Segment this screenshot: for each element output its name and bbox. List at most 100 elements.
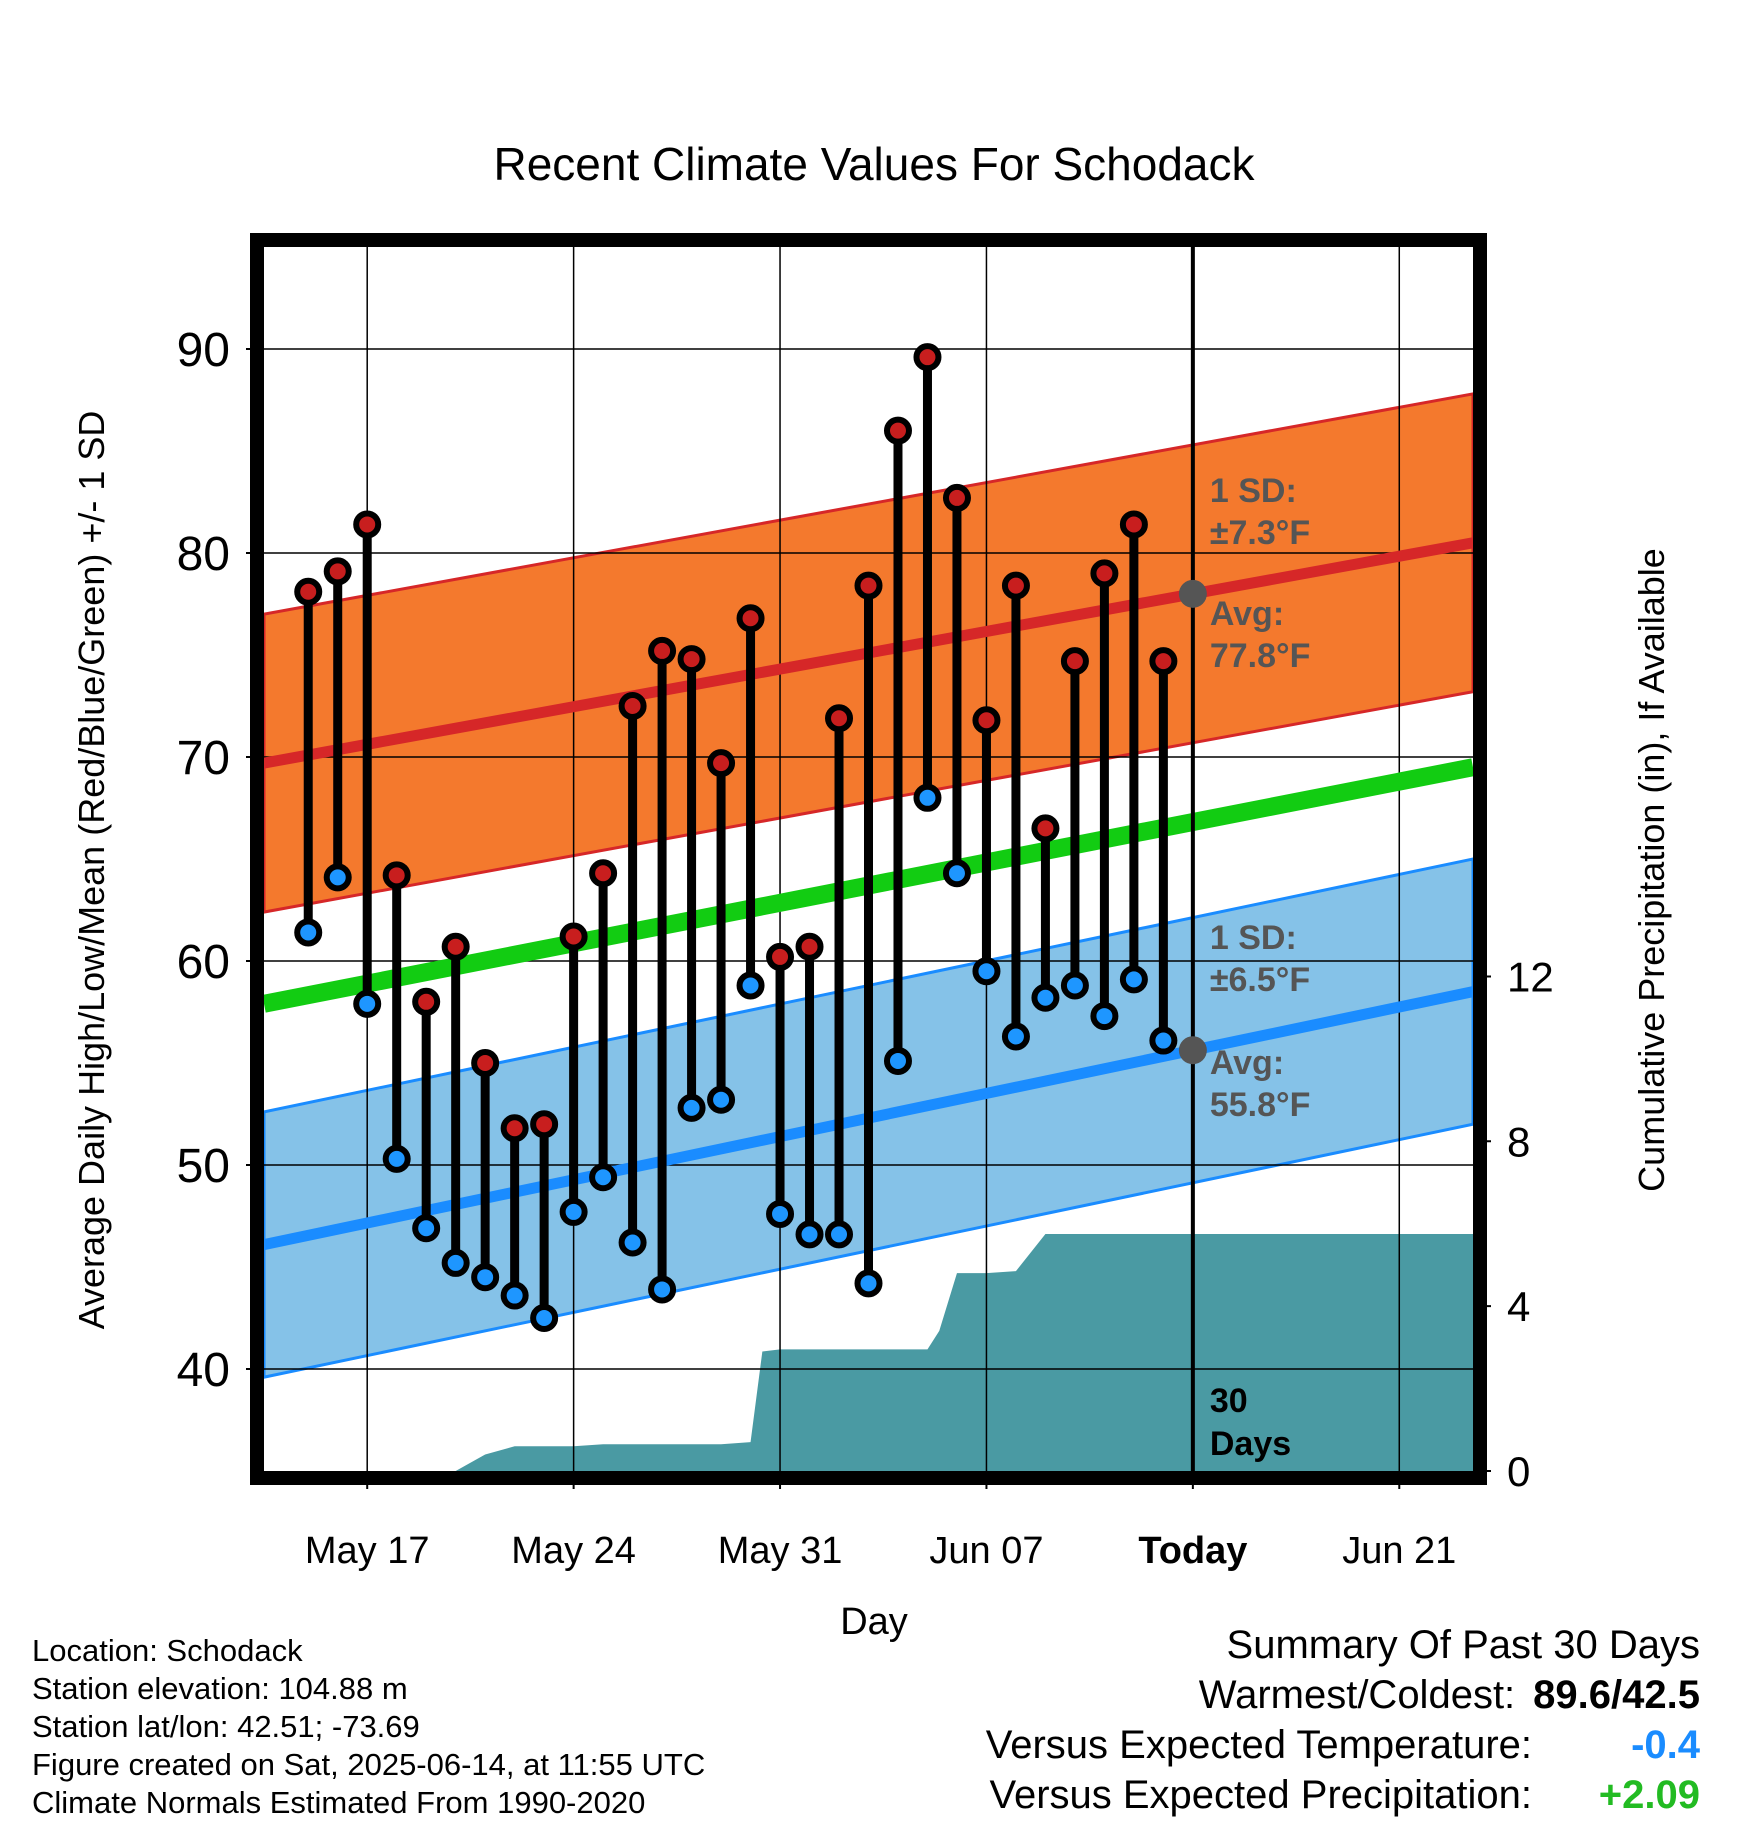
daily-range-9 [530, 1110, 559, 1332]
warmest-coldest-value: 89.6/42.5 [1533, 1673, 1700, 1717]
x-tick-label: May 31 [718, 1530, 843, 1572]
latlon-text: Station lat/lon: 42.51; -73.69 [32, 1709, 420, 1744]
daily-high-point [1149, 647, 1178, 676]
daily-low-point [500, 1281, 529, 1310]
daily-low-point [648, 1275, 677, 1304]
low-sd-value: ±6.5°F [1210, 961, 1310, 999]
precip-area [455, 1234, 1473, 1471]
daily-high-point [677, 645, 706, 674]
temp-anomaly-value: -0.4 [1631, 1723, 1700, 1767]
daily-range-26 [1031, 814, 1060, 1012]
daily-high-point [883, 416, 912, 445]
daily-high-point [589, 859, 618, 888]
daily-high-point [441, 932, 470, 961]
daily-low-point [677, 1093, 706, 1122]
daily-high-point [382, 861, 411, 890]
daily-low-point [353, 989, 382, 1018]
y-right-tick-label: 4 [1507, 1283, 1530, 1330]
days-unit-label: Days [1210, 1425, 1291, 1463]
daily-high-point [294, 577, 323, 606]
daily-range-21 [883, 416, 912, 1075]
x-axis-label: Day [840, 1601, 908, 1643]
daily-low-point [1119, 965, 1148, 994]
daily-low-point [854, 1269, 883, 1298]
daily-high-point [1060, 647, 1089, 676]
daily-low-point [441, 1248, 470, 1277]
daily-low-point [412, 1214, 441, 1243]
daily-low-point [766, 1199, 795, 1228]
daily-range-13 [648, 636, 677, 1304]
daily-range-29 [1119, 510, 1148, 994]
daily-range-23 [942, 483, 971, 888]
daily-range-18 [795, 932, 824, 1249]
daily-high-point [942, 483, 971, 512]
precip-anomaly-row: Versus Expected Precipitation: +2.09 [986, 1770, 1700, 1820]
annotations-layer: 1 SD: ±7.3°F Avg: 77.8°F 1 SD: ±6.5°F Avg: 55.8… [1210, 472, 1311, 1463]
daily-high-point [559, 922, 588, 951]
low-sd-label: 1 SD: [1210, 919, 1297, 957]
daily-range-8 [500, 1114, 529, 1310]
daily-high-point [972, 706, 1001, 735]
daily-high-point [854, 571, 883, 600]
daily-range-24 [972, 706, 1001, 986]
today-low-average-marker [1178, 1036, 1207, 1065]
high-avg-label: Avg: [1210, 595, 1284, 633]
daily-range-27 [1060, 647, 1089, 1000]
created-text: Figure created on Sat, 2025-06-14, at 11… [32, 1747, 706, 1782]
daily-low-point [883, 1046, 912, 1075]
y-left-tick-label: 50 [177, 1140, 230, 1193]
daily-low-point [589, 1163, 618, 1192]
daily-low-point [795, 1220, 824, 1249]
daily-range-11 [589, 859, 618, 1192]
daily-high-point [530, 1110, 559, 1139]
station-info: Location: Schodack Station elevation: 10… [32, 1632, 705, 1822]
daily-high-point [1090, 559, 1119, 588]
daily-range-4 [382, 861, 411, 1173]
daily-high-point [471, 1049, 500, 1077]
daily-low-point [942, 859, 971, 888]
daily-low-point [294, 918, 323, 947]
daily-range-25 [1001, 571, 1030, 1051]
elevation-text: Station elevation: 104.88 m [32, 1671, 408, 1706]
y-left-tick-label: 70 [177, 732, 230, 785]
daily-range-19 [825, 704, 854, 1249]
precip-anomaly-label: Versus Expected Precipitation: [989, 1773, 1532, 1817]
daily-range-7 [471, 1049, 500, 1292]
daily-range-30 [1149, 647, 1178, 1055]
daily-high-point [795, 932, 824, 961]
x-tick-label: Jun 07 [929, 1530, 1043, 1572]
daily-high-point [736, 604, 765, 633]
daily-range-2 [323, 557, 352, 892]
x-tick-label: Jun 21 [1342, 1530, 1456, 1572]
daily-low-point [530, 1304, 559, 1332]
daily-low-point [913, 783, 942, 812]
temp-anomaly-row: Versus Expected Temperature: -0.4 [986, 1720, 1700, 1770]
daily-low-point [382, 1144, 411, 1173]
daily-range-3 [353, 510, 382, 1018]
daily-low-point [707, 1085, 736, 1114]
daily-high-point [1001, 571, 1030, 600]
daily-range-28 [1090, 559, 1119, 1031]
daily-high-point [618, 692, 647, 720]
daily-low-point [1090, 1002, 1119, 1031]
x-tick-label: May 17 [305, 1530, 430, 1572]
y-right-tick-label: 0 [1507, 1448, 1530, 1495]
daily-low-point [1149, 1026, 1178, 1055]
low-avg-label: Avg: [1210, 1044, 1284, 1082]
y-left-tick-label: 80 [177, 528, 230, 581]
daily-range-1 [294, 577, 323, 947]
location-text: Location: Schodack [32, 1633, 303, 1668]
warmest-coldest-label: Warmest/Coldest: [1198, 1673, 1516, 1717]
precip-anomaly-value: +2.09 [1598, 1773, 1700, 1817]
daily-low-point [736, 971, 765, 1000]
y-left-tick-label: 40 [177, 1344, 230, 1397]
temp-anomaly-label: Versus Expected Temperature: [985, 1723, 1532, 1767]
high-sd-label: 1 SD: [1210, 472, 1297, 510]
x-tick-label: Today [1138, 1530, 1247, 1572]
daily-high-point [913, 343, 942, 372]
summary-title: Summary Of Past 30 Days [1226, 1623, 1700, 1667]
daily-low-point [972, 957, 1001, 986]
daily-high-point [412, 987, 441, 1016]
precipitation-area-layer [455, 1234, 1473, 1471]
